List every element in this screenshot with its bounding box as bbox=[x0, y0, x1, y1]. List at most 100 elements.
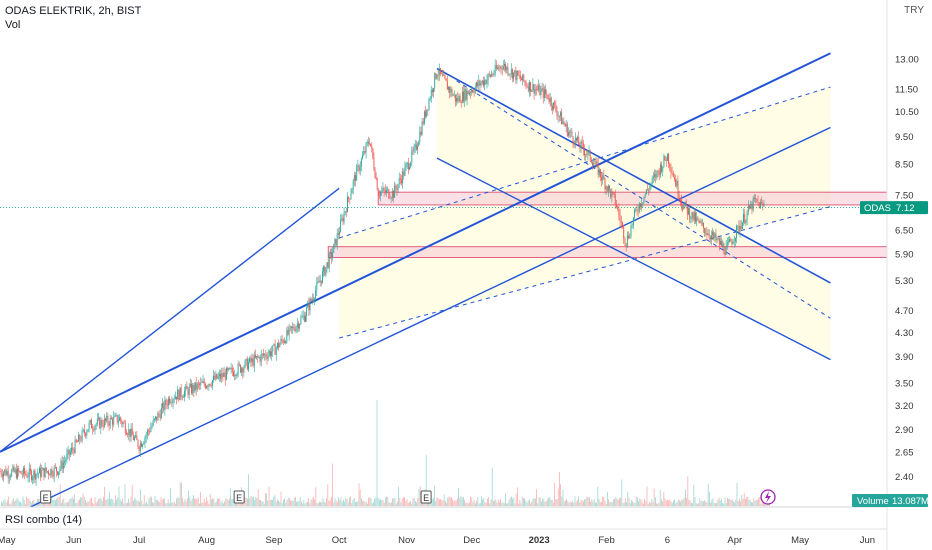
support-zone-2 bbox=[327, 246, 888, 258]
candle bbox=[356, 166, 358, 181]
volume-bar bbox=[562, 489, 564, 506]
candle bbox=[570, 131, 572, 133]
volume-bar bbox=[676, 501, 678, 506]
volume-bar bbox=[220, 502, 222, 506]
volume-bar bbox=[277, 499, 278, 506]
candle bbox=[206, 386, 207, 388]
volume-bar bbox=[167, 499, 169, 506]
volume-bar bbox=[700, 501, 702, 506]
volume-bar bbox=[701, 500, 703, 506]
candle bbox=[358, 165, 360, 172]
volume-bar bbox=[631, 500, 632, 506]
candle bbox=[554, 102, 556, 105]
candle bbox=[676, 180, 678, 187]
volume-bar bbox=[303, 500, 305, 506]
candle bbox=[504, 64, 505, 67]
candle bbox=[33, 470, 35, 478]
rsi-indicator-label[interactable]: RSI combo (14) bbox=[5, 514, 83, 526]
price-axis[interactable]: 13.00 11.50 10.50 9.50 8.50 7.50 6.50 5.90 5.30 4… bbox=[895, 54, 919, 504]
candle bbox=[658, 171, 660, 176]
y-tick-label: 4.30 bbox=[895, 328, 914, 339]
volume-bar bbox=[626, 502, 627, 506]
volume-bar bbox=[604, 500, 606, 506]
volume-bar bbox=[683, 497, 685, 506]
volume-bar bbox=[734, 502, 735, 506]
volume-bar bbox=[567, 500, 569, 506]
volume-bar bbox=[405, 500, 407, 506]
candle bbox=[195, 382, 197, 390]
candle bbox=[146, 430, 148, 435]
volume-bar bbox=[121, 501, 122, 506]
volume-bar bbox=[674, 499, 675, 506]
candle bbox=[761, 201, 763, 203]
volume-bar bbox=[83, 496, 85, 506]
volume-bar bbox=[316, 502, 318, 506]
volume-bar bbox=[155, 499, 157, 506]
volume-bar bbox=[33, 499, 35, 506]
candle bbox=[630, 225, 632, 237]
candle bbox=[691, 211, 693, 219]
candle bbox=[506, 66, 508, 71]
candle bbox=[357, 165, 359, 167]
candle bbox=[472, 90, 474, 93]
volume-bar bbox=[639, 498, 641, 506]
volume-bar bbox=[224, 501, 225, 506]
volume-bar bbox=[687, 476, 689, 506]
candle bbox=[282, 340, 284, 343]
candle bbox=[445, 78, 447, 82]
volume-bar bbox=[584, 499, 585, 506]
volume-bar bbox=[577, 500, 578, 506]
candle bbox=[342, 218, 344, 222]
candle bbox=[523, 74, 525, 81]
candle bbox=[386, 189, 387, 193]
candle bbox=[167, 398, 169, 406]
volume-bar bbox=[637, 497, 638, 506]
volume-bar bbox=[433, 497, 434, 506]
volume-bar bbox=[56, 498, 57, 506]
candle bbox=[508, 74, 510, 75]
volume-bar bbox=[556, 499, 558, 506]
candle bbox=[110, 417, 112, 420]
volume-bar bbox=[75, 502, 77, 506]
volume-bar bbox=[575, 501, 577, 506]
time-axis[interactable]: May Jun Jul Aug Sep Oct Nov Dec 2023 Feb 6 Apr May Ju… bbox=[0, 535, 875, 546]
candle bbox=[171, 402, 173, 403]
candle bbox=[379, 195, 380, 197]
candle bbox=[528, 82, 530, 92]
candle bbox=[57, 471, 59, 475]
volume-bar bbox=[274, 495, 276, 506]
volume-bar bbox=[237, 502, 239, 506]
flash-icon[interactable] bbox=[760, 489, 776, 505]
volume-bar bbox=[373, 502, 374, 506]
volume-bar bbox=[45, 502, 47, 506]
candle bbox=[91, 420, 92, 429]
candle bbox=[428, 99, 430, 110]
candle bbox=[244, 360, 246, 368]
candle bbox=[233, 371, 234, 377]
candle bbox=[663, 156, 665, 167]
candle bbox=[441, 73, 443, 75]
volume-bar bbox=[650, 503, 651, 506]
candle bbox=[726, 242, 728, 246]
candle bbox=[690, 218, 692, 220]
volume-bar bbox=[217, 498, 218, 506]
candle bbox=[344, 211, 346, 213]
candle bbox=[26, 474, 28, 478]
candle bbox=[123, 422, 125, 424]
x-tick-label: Aug bbox=[198, 535, 215, 546]
candle bbox=[541, 88, 543, 90]
volume-bar bbox=[71, 496, 73, 506]
volume-bar bbox=[319, 501, 320, 506]
candle bbox=[753, 197, 755, 199]
candle bbox=[747, 205, 749, 212]
candle bbox=[21, 473, 23, 475]
candle bbox=[3, 472, 4, 477]
volume-bar bbox=[442, 500, 444, 506]
volume-bar bbox=[742, 498, 744, 506]
candle bbox=[268, 351, 270, 355]
volume-bar bbox=[65, 502, 67, 506]
candle bbox=[49, 474, 51, 476]
candle bbox=[519, 75, 521, 79]
candle bbox=[204, 384, 206, 388]
